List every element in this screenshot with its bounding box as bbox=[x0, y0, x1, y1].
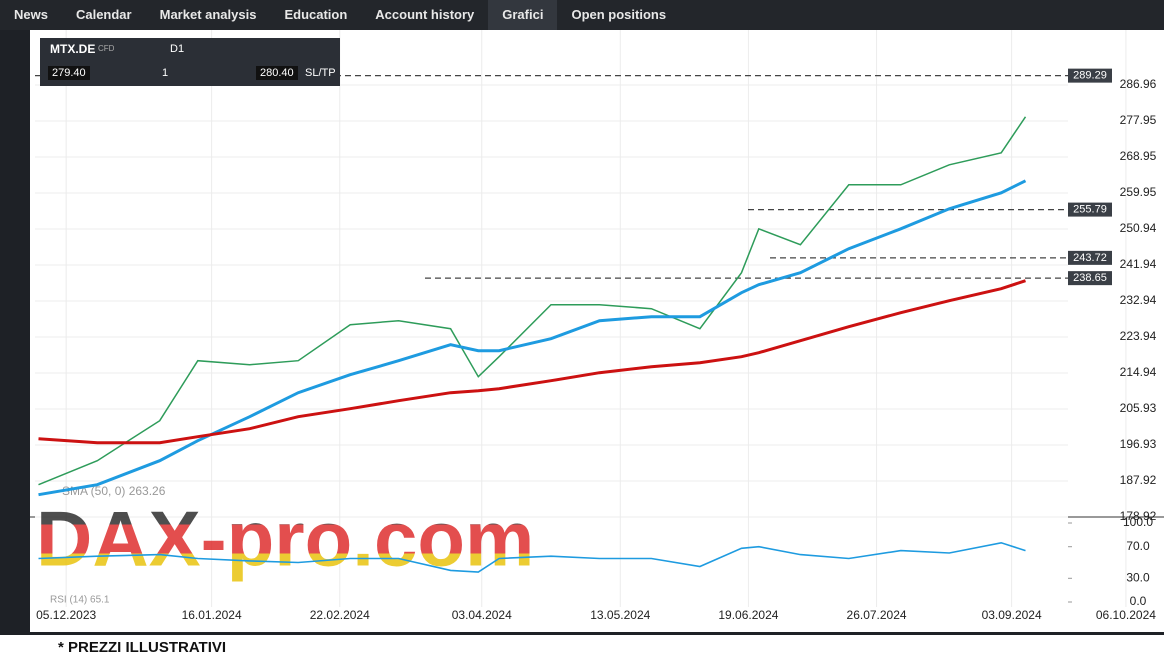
y-tick-label: 232.94 bbox=[1120, 293, 1157, 307]
y-tick-label: 250.94 bbox=[1120, 221, 1157, 235]
volume[interactable]: 1 bbox=[162, 67, 169, 79]
y2-tick-label: 30.0 bbox=[1126, 570, 1150, 584]
bid[interactable]: 279.40 bbox=[48, 66, 90, 80]
nav-bar: News Calendar Market analysis Education Acco… bbox=[0, 0, 1164, 30]
nav-tab[interactable]: Calendar bbox=[75, 7, 132, 22]
x-tick-label: 03.09.2024 bbox=[982, 608, 1042, 622]
series-line bbox=[38, 541, 1026, 573]
level-label-box bbox=[1068, 202, 1112, 217]
series-line bbox=[38, 116, 1027, 486]
sltp[interactable]: SL/TP bbox=[305, 67, 336, 79]
series-line bbox=[38, 179, 1027, 497]
level-label-box bbox=[1068, 271, 1112, 286]
level-label: 243.72 bbox=[1073, 252, 1107, 264]
y-tick-label: 196.93 bbox=[1120, 437, 1157, 451]
level-label: 255.79 bbox=[1073, 204, 1107, 216]
series-line bbox=[38, 279, 1026, 445]
sidebar bbox=[0, 30, 30, 635]
toolbar: MTX.DE CFD D1 279.40 1 280.40 SL/TP bbox=[40, 38, 340, 86]
nav-tab[interactable]: Account history bbox=[375, 7, 475, 22]
x-tick-label: 22.02.2024 bbox=[310, 608, 370, 622]
annotation: RSI (14) 65.1 bbox=[50, 595, 110, 606]
level-label: 289.29 bbox=[1073, 70, 1107, 82]
y-tick-label: 259.95 bbox=[1120, 185, 1157, 199]
symbol[interactable]: MTX.DE bbox=[50, 42, 96, 56]
y-tick-label: 277.95 bbox=[1120, 113, 1157, 127]
y-tick-label: 187.92 bbox=[1120, 473, 1157, 487]
level-label-box bbox=[1068, 250, 1112, 265]
ask[interactable]: 280.40 bbox=[256, 66, 298, 80]
y-tick-label: 286.96 bbox=[1120, 77, 1157, 91]
x-tick-label: 05.12.2023 bbox=[36, 608, 96, 622]
x-tick-label: 26.07.2024 bbox=[847, 608, 907, 622]
watermark: DAX-pro.com bbox=[36, 495, 534, 583]
bottom-border bbox=[0, 632, 1164, 635]
x-tick-label: 06.10.2024 bbox=[1096, 608, 1156, 622]
nav-tab[interactable]: Education bbox=[284, 7, 348, 22]
symbol-type: CFD bbox=[98, 44, 115, 53]
y-tick-label: 268.95 bbox=[1120, 149, 1157, 163]
y2-tick-label: 0.0 bbox=[1130, 594, 1147, 608]
nav-tab[interactable]: Grafici bbox=[488, 0, 558, 30]
y-tick-label: 205.93 bbox=[1120, 401, 1157, 415]
y-tick-label: 223.94 bbox=[1120, 329, 1157, 343]
annotation: SMA (50, 0) 263.26 bbox=[62, 484, 166, 498]
x-tick-label: 16.01.2024 bbox=[182, 608, 242, 622]
y-tick-label: 214.94 bbox=[1120, 365, 1157, 379]
level-label-box bbox=[1068, 68, 1112, 83]
y2-tick-label: 70.0 bbox=[1126, 539, 1150, 553]
y-tick-label: 178.92 bbox=[1120, 509, 1157, 523]
nav-tab[interactable]: Open positions bbox=[571, 7, 667, 22]
plot-bg bbox=[30, 30, 1164, 635]
nav-tab[interactable]: Market analysis bbox=[159, 7, 257, 22]
y-tick-label: 241.94 bbox=[1120, 257, 1157, 271]
level-label: 238.65 bbox=[1073, 272, 1107, 284]
nav-tab[interactable]: News bbox=[14, 7, 48, 22]
footer: * PREZZI ILLUSTRATIVI bbox=[58, 639, 227, 656]
x-tick-label: 19.06.2024 bbox=[718, 608, 778, 622]
y2-tick-label: 100.0 bbox=[1123, 515, 1153, 529]
x-tick-label: 13.05.2024 bbox=[590, 608, 650, 622]
x-tick-label: 03.04.2024 bbox=[452, 608, 512, 622]
timeframe[interactable]: D1 bbox=[170, 43, 185, 55]
